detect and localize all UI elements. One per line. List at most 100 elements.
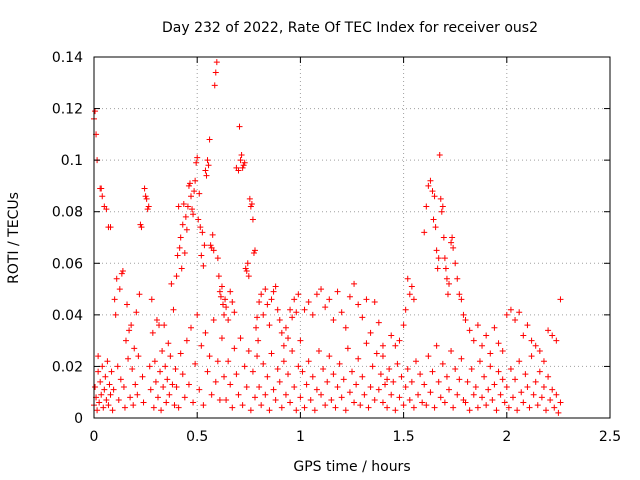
data-point	[114, 363, 121, 370]
data-point	[186, 180, 193, 187]
data-point	[287, 306, 294, 313]
data-point	[183, 226, 190, 233]
data-point	[216, 288, 223, 295]
data-point	[359, 314, 366, 321]
data-point	[245, 347, 252, 354]
data-point	[124, 301, 131, 308]
x-tick-labels: 0 0.5 1 1.5 2 2.5	[90, 429, 622, 445]
data-point	[237, 335, 244, 342]
data-point	[448, 347, 455, 354]
data-point	[266, 322, 273, 329]
data-point	[318, 286, 325, 293]
data-point	[291, 296, 298, 303]
y-tick-label: 0.1	[61, 153, 83, 169]
data-point	[204, 368, 211, 375]
data-point	[280, 342, 287, 349]
data-point	[107, 391, 114, 398]
data-point	[507, 306, 514, 313]
data-point	[534, 402, 541, 409]
data-point	[225, 317, 232, 324]
data-point	[528, 353, 535, 360]
data-point	[262, 286, 269, 293]
data-point	[305, 298, 312, 305]
data-point	[154, 394, 161, 401]
data-point	[244, 260, 251, 267]
data-point	[404, 275, 411, 282]
data-point	[151, 358, 158, 365]
data-point	[299, 368, 306, 375]
data-point	[178, 265, 185, 272]
data-point	[98, 391, 105, 398]
data-point	[528, 337, 535, 344]
x-tick-label: 1.5	[392, 429, 414, 445]
data-point	[431, 404, 438, 411]
data-point	[423, 402, 430, 409]
data-point	[295, 363, 302, 370]
data-point	[266, 407, 273, 414]
data-point	[218, 335, 225, 342]
data-point	[415, 391, 422, 398]
data-point	[479, 394, 486, 401]
data-point	[340, 376, 347, 383]
data-point	[386, 366, 393, 373]
data-point	[211, 82, 218, 89]
data-point	[134, 391, 141, 398]
data-point	[188, 324, 195, 331]
data-point	[121, 404, 128, 411]
data-point	[412, 358, 419, 365]
data-point	[421, 381, 428, 388]
data-point	[503, 311, 510, 318]
data-point	[158, 407, 165, 414]
data-point	[373, 350, 380, 357]
data-point	[503, 384, 510, 391]
data-point	[202, 167, 209, 174]
data-point	[200, 262, 207, 269]
data-point	[432, 224, 439, 231]
data-point	[192, 177, 199, 184]
data-point	[128, 322, 135, 329]
data-point	[248, 200, 255, 207]
data-point	[270, 386, 277, 393]
data-point	[491, 381, 498, 388]
data-point	[174, 252, 181, 259]
data-point	[332, 404, 339, 411]
data-point	[197, 224, 204, 231]
data-point	[434, 265, 441, 272]
data-point	[111, 296, 118, 303]
data-point	[138, 224, 145, 231]
data-point	[452, 366, 459, 373]
data-point	[169, 381, 176, 388]
data-point	[192, 360, 199, 367]
data-point	[214, 255, 221, 262]
data-point	[439, 203, 446, 210]
data-point	[421, 229, 428, 236]
data-point	[371, 298, 378, 305]
data-point	[97, 378, 104, 385]
data-point	[551, 404, 558, 411]
data-point	[346, 389, 353, 396]
data-point	[287, 399, 294, 406]
data-point	[246, 195, 253, 202]
data-point	[102, 373, 109, 380]
x-tick-label: 0.5	[186, 429, 208, 445]
data-point	[458, 355, 465, 362]
data-point	[363, 340, 370, 347]
data-point	[351, 399, 358, 406]
y-tick-label: 0.08	[52, 205, 83, 221]
data-point	[177, 234, 184, 241]
data-point	[229, 298, 236, 305]
data-point	[196, 386, 203, 393]
data-point	[495, 368, 502, 375]
data-point	[549, 386, 556, 393]
data-point	[182, 213, 189, 220]
data-point	[243, 384, 250, 391]
data-point	[318, 391, 325, 398]
data-point	[336, 360, 343, 367]
data-point	[103, 396, 110, 403]
data-point	[125, 355, 132, 362]
data-point	[532, 378, 539, 385]
data-point	[203, 172, 210, 179]
data-point	[313, 291, 320, 298]
data-point	[132, 381, 139, 388]
data-point	[456, 376, 463, 383]
